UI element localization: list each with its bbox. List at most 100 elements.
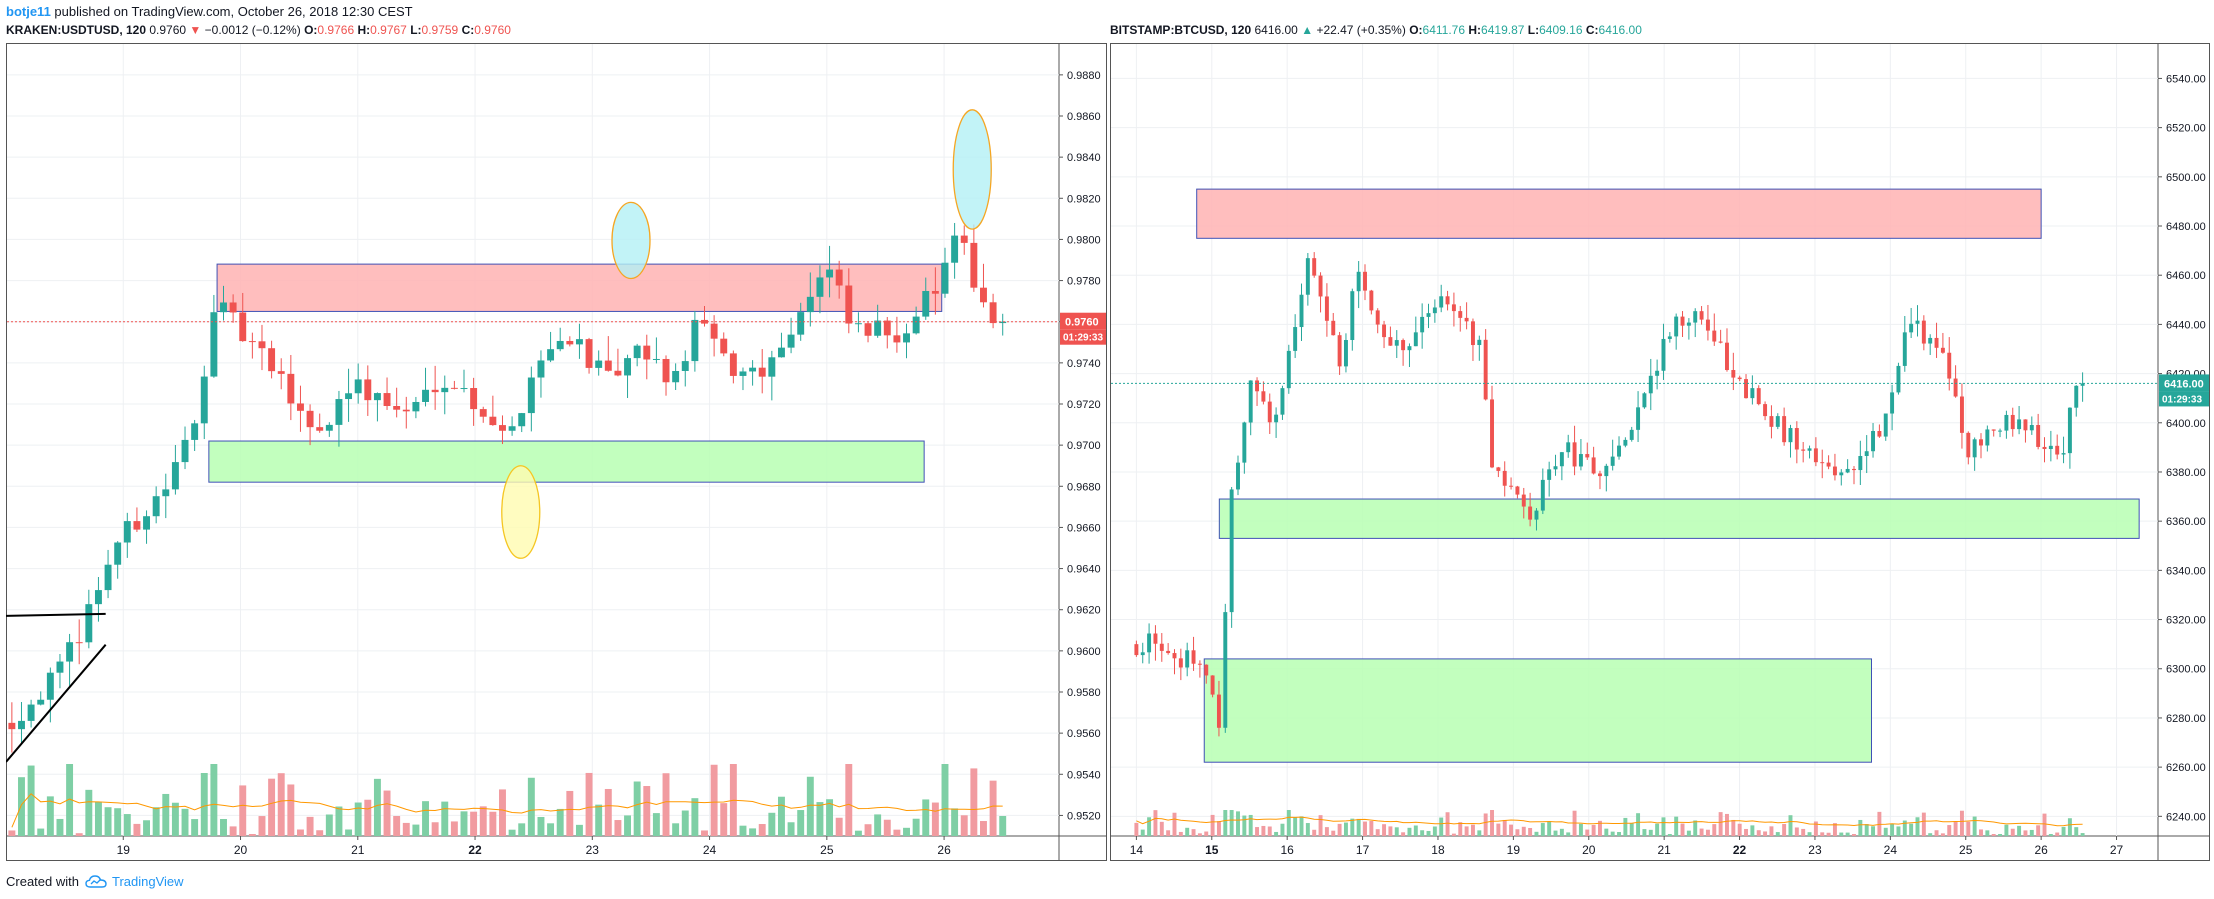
candle-body: [1826, 462, 1831, 467]
volume-bar: [1775, 832, 1780, 836]
left-symbol-name[interactable]: KRAKEN:USDTUSD, 120: [6, 23, 147, 37]
candle-body: [1744, 379, 1748, 399]
x-tick-label: 25: [1959, 843, 1973, 857]
volume-bar: [296, 829, 304, 836]
candle-body: [2004, 414, 2009, 431]
volume-bar: [537, 816, 545, 836]
volume-bar: [1267, 826, 1272, 836]
volume-bar: [1223, 810, 1228, 836]
usdtusd-chart-panel[interactable]: 0.9520 0.9540 0.9560 0.9580 0.9600 0.9620 0.96…: [6, 43, 1107, 861]
volume-bar: [1242, 815, 1247, 836]
volume-bar: [1343, 822, 1348, 836]
volume-bar: [1655, 823, 1660, 836]
candle-body: [306, 410, 314, 428]
volume-bar: [1782, 823, 1787, 836]
candle-body: [85, 604, 93, 643]
volume-bar: [874, 814, 882, 836]
candle-body: [1547, 469, 1552, 480]
publish-header: botje11 published on TradingView.com, Oc…: [6, 3, 413, 21]
candle-body: [1261, 391, 1266, 402]
volume-bar: [1464, 826, 1469, 836]
volume-bar: [470, 811, 478, 836]
volume-bar: [749, 828, 757, 836]
volume-bar: [27, 765, 35, 836]
candle-body: [1140, 652, 1145, 656]
volume-bar: [1299, 816, 1304, 836]
volume-bar: [980, 821, 987, 836]
candle-body: [595, 360, 603, 368]
volume-bar: [2036, 825, 2041, 836]
author-link[interactable]: botje11: [6, 4, 51, 19]
volume-bar: [66, 764, 74, 836]
volume-ma-line: [11, 793, 1003, 828]
volume-bar: [1864, 824, 1869, 836]
volume-bar: [1280, 823, 1285, 836]
candle-body: [1966, 432, 1971, 458]
candle-body: [27, 704, 35, 721]
candle-body: [1883, 413, 1888, 437]
candle-body: [1432, 307, 1437, 314]
volume-bar: [826, 799, 834, 836]
volume-bar: [1534, 831, 1539, 836]
candle-body: [1267, 401, 1272, 423]
candle-body: [1680, 316, 1685, 326]
tradingview-brand-link[interactable]: TradingView: [85, 872, 184, 892]
volume-bar: [1337, 823, 1342, 836]
left-last-price: 0.9760: [149, 23, 187, 37]
candle-body: [1153, 633, 1158, 644]
candle-body: [1216, 694, 1221, 728]
candle-body: [1991, 429, 1996, 431]
volume-bar: [1388, 826, 1393, 836]
volume-bar: [1972, 816, 1977, 836]
candle-body: [402, 409, 410, 412]
btcusd-chart-panel[interactable]: 6240.00 6260.00 6280.00 6300.00 6320.00 6340.…: [1110, 43, 2210, 861]
candle-body: [441, 387, 449, 393]
candle-body: [845, 285, 853, 324]
volume-bar: [1813, 821, 1818, 836]
volume-bar: [1140, 829, 1145, 836]
x-tick-label: 18: [1431, 843, 1445, 857]
right-high-label: H:: [1468, 23, 1482, 37]
candle-body: [1470, 321, 1475, 346]
volume-bar: [46, 796, 54, 836]
volume-bar: [1216, 821, 1221, 836]
candle-body: [1572, 442, 1577, 467]
volume-bar: [460, 811, 468, 836]
candle-body: [1369, 290, 1374, 311]
candle-body: [239, 312, 247, 342]
volume-bar: [1617, 832, 1621, 836]
candle-body: [1750, 388, 1755, 399]
candle-body: [1159, 643, 1164, 651]
candle-body: [152, 496, 160, 517]
volume-bar: [1312, 829, 1317, 836]
candle-body: [1769, 416, 1774, 427]
candle-body: [912, 316, 920, 334]
volume-bar: [1896, 826, 1901, 836]
candle-body: [104, 564, 112, 591]
volume-bar: [527, 777, 535, 836]
volume-bar: [1832, 823, 1837, 836]
candle-body: [1934, 337, 1939, 348]
candle-body: [816, 277, 824, 297]
candle-body: [681, 361, 689, 371]
x-tick-label: 23: [586, 843, 600, 857]
candle-body: [1871, 430, 1876, 452]
candle-body: [883, 320, 891, 336]
left-close-label: C:: [461, 23, 475, 37]
volume-bar: [662, 773, 670, 836]
right-symbol-name[interactable]: BITSTAMP:BTCUSD, 120: [1110, 23, 1252, 37]
candle-body: [1299, 294, 1304, 328]
candle-body: [1566, 442, 1571, 453]
volume-bar: [1369, 821, 1374, 836]
x-tick-label: 21: [351, 843, 365, 857]
candle-body: [585, 339, 593, 368]
left-open: 0.9766: [317, 23, 355, 37]
candle-body: [210, 312, 218, 377]
volume-bar: [710, 764, 718, 836]
candle-body: [171, 462, 179, 490]
candle-body: [2067, 407, 2072, 454]
volume-bar: [1553, 830, 1558, 836]
candle-body: [787, 334, 795, 348]
candle-body: [2048, 445, 2053, 450]
candle-body: [1674, 316, 1679, 337]
